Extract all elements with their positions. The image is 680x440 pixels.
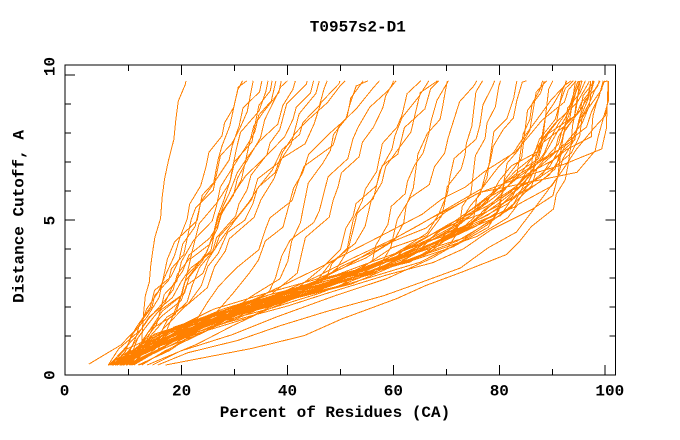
svg-text:100: 100 [595,383,624,401]
svg-text:20: 20 [172,383,191,401]
svg-text:40: 40 [278,383,297,401]
svg-text:60: 60 [384,383,403,401]
svg-text:Percent of Residues (CA): Percent of Residues (CA) [220,404,450,422]
svg-text:0: 0 [42,370,60,380]
svg-text:80: 80 [490,383,509,401]
svg-text:10: 10 [42,57,60,76]
svg-text:5: 5 [42,216,60,226]
svg-text:T0957s2-D1: T0957s2-D1 [310,18,406,36]
svg-text:Distance Cutoff, A: Distance Cutoff, A [11,130,29,303]
svg-text:0: 0 [60,383,70,401]
